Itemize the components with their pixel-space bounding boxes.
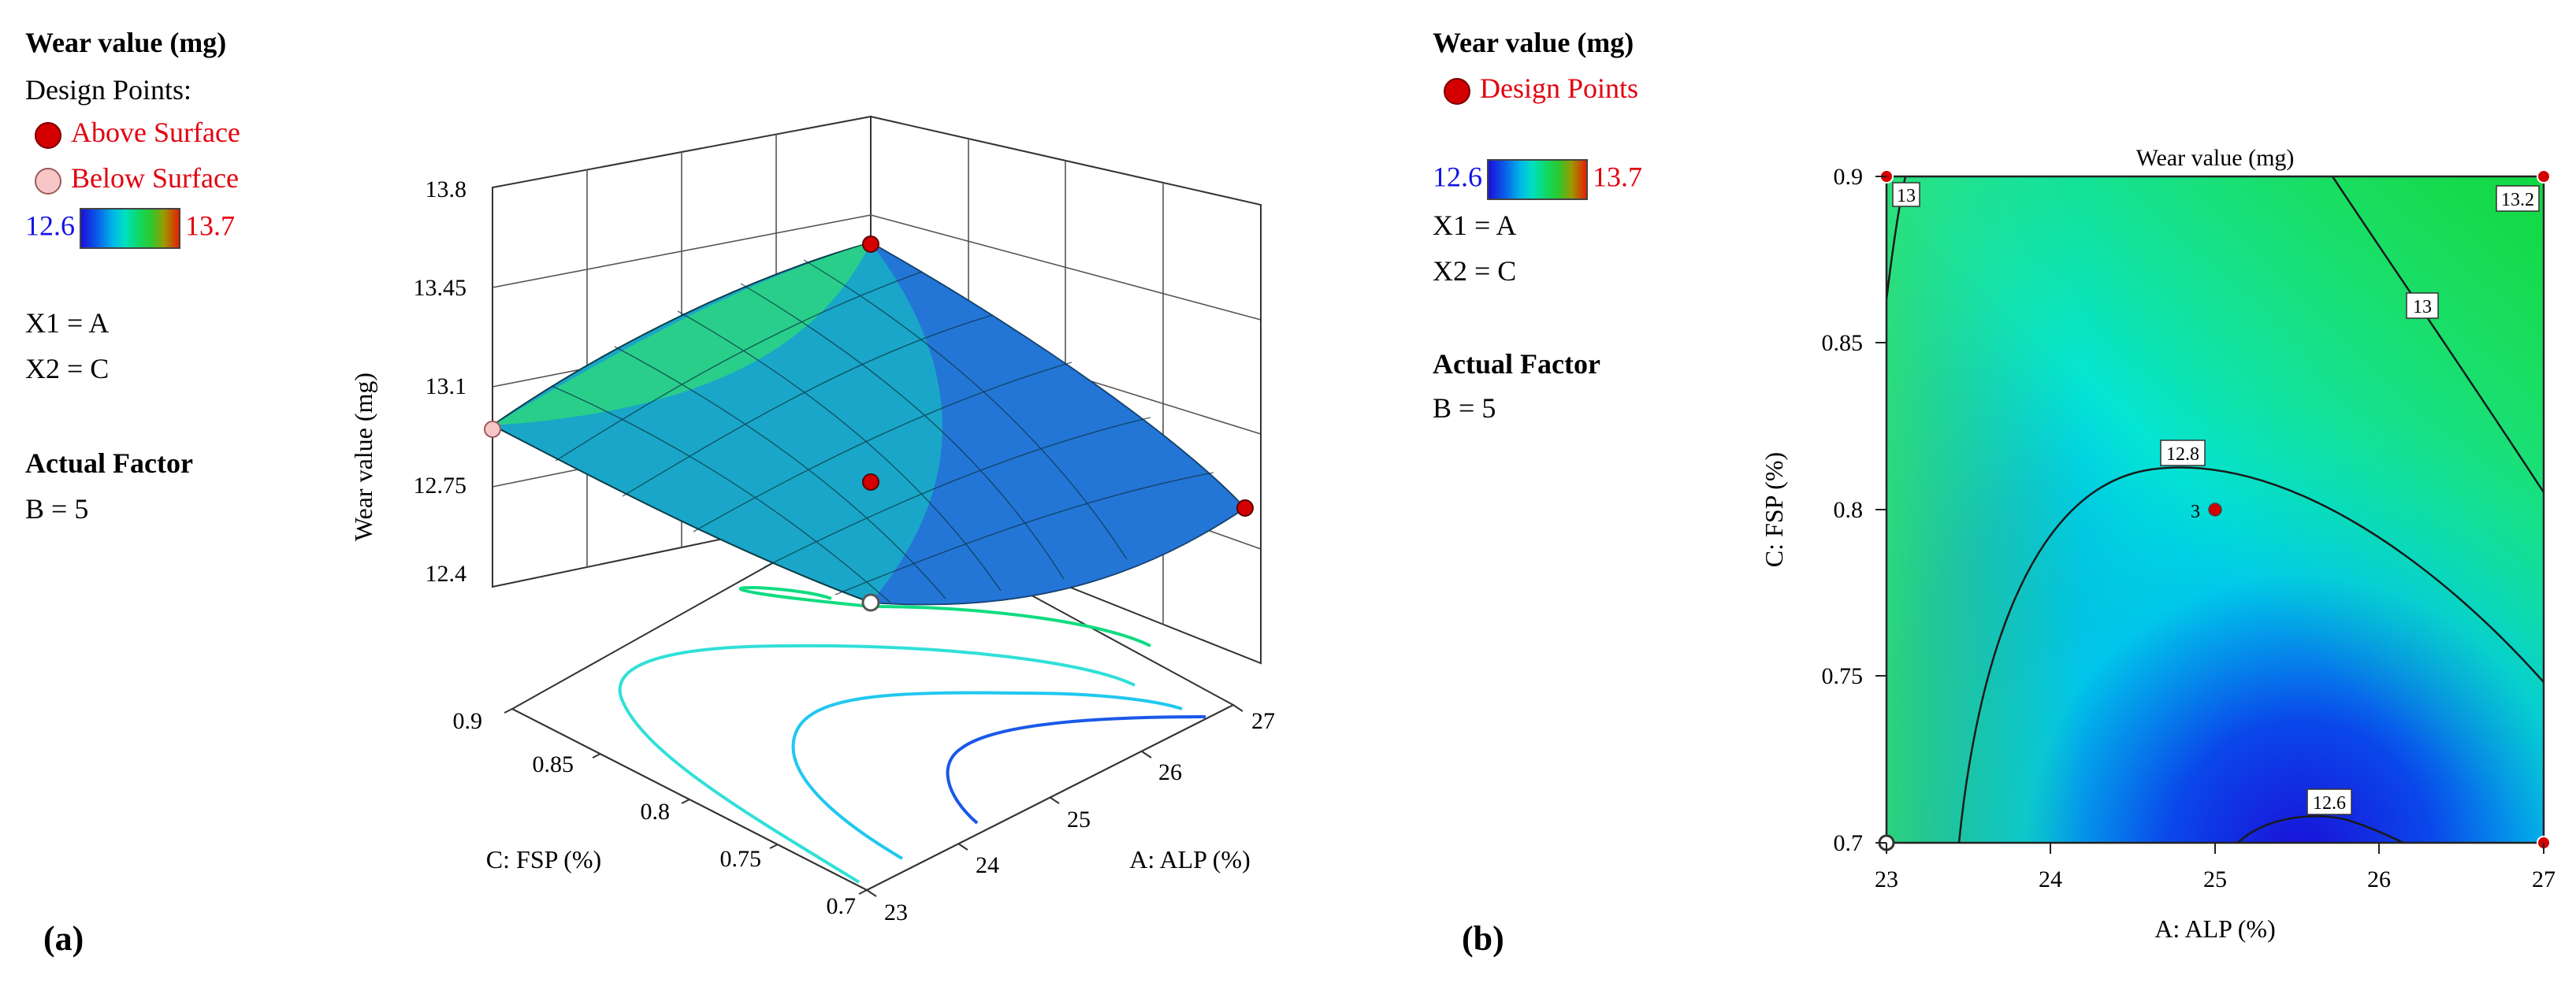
contour-plot: Wear value (mg) 13 13.2 13 12.8 12.6 3 bbox=[1760, 145, 2556, 943]
legend-a-actual-factor-value: B = 5 bbox=[25, 493, 89, 525]
legend-a-x2: X2 = C bbox=[25, 353, 110, 384]
contour-y-tick: 0.7 bbox=[1834, 830, 1864, 856]
colorbar-a-gradient bbox=[80, 208, 180, 249]
legend-b-title: Wear value (mg) bbox=[1433, 27, 1634, 58]
legend-b-colorbar: 12.6 13.7 bbox=[1433, 159, 1642, 200]
c-axis-label: C: FSP (%) bbox=[486, 845, 601, 874]
floor-contour-middle bbox=[791, 691, 1183, 860]
surface-design-point-below bbox=[484, 421, 501, 438]
contour-y-tick: 0.9 bbox=[1834, 164, 1864, 190]
contour-label-13-right-box: 13 bbox=[2406, 292, 2439, 319]
a-axis-tick: 26 bbox=[1158, 759, 1182, 785]
contour-line-12-8 bbox=[1957, 466, 2544, 843]
panel-a-tag: (a) bbox=[43, 919, 84, 958]
contour-label-13-right: 13 bbox=[2413, 297, 2432, 317]
z-tick: 13.45 bbox=[414, 275, 467, 301]
center-point-replicate-label: 3 bbox=[2191, 502, 2200, 522]
surface-design-point-above bbox=[862, 473, 879, 491]
legend-a-design-points-label: Design Points: bbox=[25, 74, 192, 106]
contour-label-13-2: 13.2 bbox=[2501, 190, 2534, 210]
z-tick: 13.8 bbox=[426, 176, 467, 202]
floor-contour-inner bbox=[946, 715, 1206, 825]
z-axis-label: Wear value (mg) bbox=[349, 373, 377, 541]
contour-x-tick: 26 bbox=[2367, 866, 2391, 892]
design-point-marker-icon bbox=[1444, 77, 1470, 105]
above-surface-marker-icon bbox=[35, 121, 61, 149]
contour-y-tick: 0.75 bbox=[1822, 663, 1864, 689]
surface-design-point-below bbox=[861, 593, 880, 612]
panel-b-tag: (b) bbox=[1462, 919, 1504, 958]
floor-contour-green bbox=[738, 586, 1151, 647]
contour-y-axis-label: C: FSP (%) bbox=[1760, 452, 1788, 567]
legend-b-design-points-label: Design Points bbox=[1480, 72, 1639, 104]
contour-label-13-left: 13 bbox=[1897, 186, 1916, 206]
contour-line-12-6 bbox=[2237, 815, 2404, 843]
legend-a-above-entry: Above Surface bbox=[35, 118, 240, 149]
legend-b-x2: X2 = C bbox=[1433, 255, 1517, 287]
legend-a-x1: X1 = A bbox=[25, 307, 110, 339]
contour-design-point-center bbox=[2208, 503, 2222, 517]
z-tick: 12.75 bbox=[414, 473, 467, 499]
contour-x-tick: 24 bbox=[2039, 866, 2062, 892]
surface-design-point-above bbox=[1236, 499, 1254, 517]
legend-a-colorbar: 12.6 13.7 bbox=[25, 208, 235, 249]
colorbar-b-gradient bbox=[1487, 159, 1588, 200]
contour-x-axis-label: A: ALP (%) bbox=[2154, 914, 2275, 943]
a-axis-label: A: ALP (%) bbox=[1129, 845, 1250, 874]
c-axis-tick: 0.8 bbox=[641, 799, 671, 825]
colorbar-a-max: 13.7 bbox=[185, 210, 235, 242]
below-surface-marker-icon bbox=[35, 167, 61, 195]
legend-b-actual-factor-label: Actual Factor bbox=[1433, 348, 1600, 380]
contour-x-tick: 27 bbox=[2532, 866, 2556, 892]
c-axis-tick: 0.75 bbox=[720, 846, 762, 872]
contour-x-tick: 25 bbox=[2203, 866, 2227, 892]
contour-label-13-2-box: 13.2 bbox=[2496, 185, 2540, 212]
z-tick: 13.1 bbox=[426, 373, 467, 399]
a-axis-tick: 27 bbox=[1251, 708, 1275, 734]
contour-design-point bbox=[2537, 169, 2551, 184]
c-axis-tick: 0.9 bbox=[453, 708, 483, 734]
colorbar-b-max: 13.7 bbox=[1593, 161, 1642, 193]
contour-y-tick: 0.85 bbox=[1822, 330, 1864, 356]
a-axis-tick: 25 bbox=[1067, 807, 1091, 833]
contour-x-tick: 23 bbox=[1875, 866, 1898, 892]
surface-plot: 13.8 13.45 13.1 12.75 12.4 Wear value (m… bbox=[349, 115, 1275, 926]
a-axis-tick: 23 bbox=[884, 900, 908, 926]
legend-b-design-points-entry: Design Points bbox=[1444, 74, 1638, 105]
legend-b-actual-factor-value: B = 5 bbox=[1433, 392, 1496, 424]
floor-contour-outer bbox=[618, 644, 1136, 884]
contour-y-tick: 0.8 bbox=[1834, 497, 1864, 523]
colorbar-a-min: 12.6 bbox=[25, 210, 75, 242]
z-tick: 12.4 bbox=[426, 561, 467, 587]
contour-label-12-6-box: 12.6 bbox=[2307, 788, 2352, 815]
response-surface bbox=[491, 241, 1247, 606]
c-axis-tick: 0.85 bbox=[533, 751, 574, 777]
legend-a-actual-factor-label: Actual Factor bbox=[25, 447, 193, 479]
contour-label-13-left-box: 13 bbox=[1892, 182, 1920, 207]
contour-label-12-8-box: 12.8 bbox=[2160, 440, 2206, 466]
a-axis-tick: 24 bbox=[976, 852, 999, 878]
contour-label-12-6: 12.6 bbox=[2313, 793, 2346, 814]
legend-a-title: Wear value (mg) bbox=[25, 27, 227, 58]
legend-b-x1: X1 = A bbox=[1433, 210, 1517, 241]
legend-a-below-label: Below Surface bbox=[71, 162, 239, 194]
surface-design-point-above bbox=[862, 236, 879, 253]
contour-title: Wear value (mg) bbox=[2136, 145, 2295, 171]
contour-label-12-8: 12.8 bbox=[2166, 444, 2199, 465]
c-axis-tick: 0.7 bbox=[827, 893, 857, 919]
legend-a-above-label: Above Surface bbox=[71, 117, 240, 148]
legend-a-below-entry: Below Surface bbox=[35, 164, 239, 195]
colorbar-b-min: 12.6 bbox=[1433, 161, 1482, 193]
